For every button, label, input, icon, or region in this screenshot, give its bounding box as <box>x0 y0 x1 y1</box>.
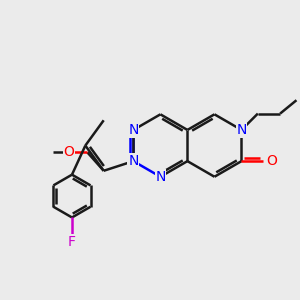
Text: O: O <box>64 146 74 159</box>
Text: N: N <box>128 154 139 168</box>
Text: N: N <box>128 123 139 137</box>
Text: F: F <box>68 235 76 249</box>
Text: N: N <box>236 123 247 137</box>
Text: N: N <box>155 170 166 184</box>
Text: O: O <box>266 154 277 168</box>
